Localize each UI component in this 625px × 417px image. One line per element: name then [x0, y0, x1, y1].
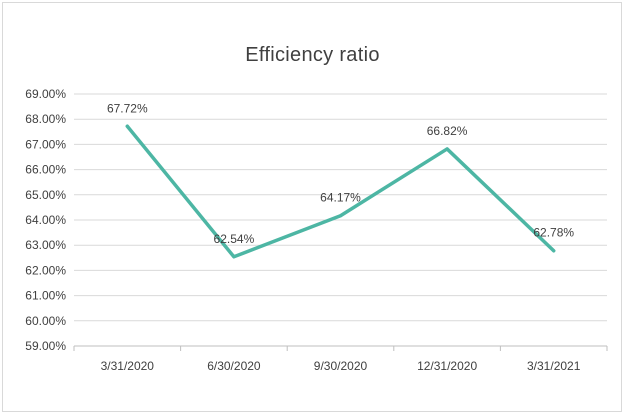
x-tick-label: 3/31/2021: [527, 359, 581, 373]
data-label: 62.78%: [533, 226, 574, 240]
y-axis: 59.00% 60.00% 61.00% 62.00% 63.00% 64.00% 65.0…: [25, 87, 66, 353]
y-tick-label: 62.00%: [25, 263, 66, 277]
data-point: [445, 147, 449, 151]
x-tick-label: 12/31/2020: [417, 359, 477, 373]
y-tick-label: 61.00%: [25, 289, 66, 303]
y-tick-label: 63.00%: [25, 238, 66, 252]
data-label: 67.72%: [107, 101, 148, 115]
y-tick-label: 66.00%: [25, 163, 66, 177]
y-tick-label: 64.00%: [25, 213, 66, 227]
data-labels: 67.72% 62.54% 64.17% 66.82% 62.78%: [107, 101, 574, 246]
y-tick-label: 59.00%: [25, 339, 66, 353]
y-tick-label: 60.00%: [25, 314, 66, 328]
y-tick-label: 68.00%: [25, 112, 66, 126]
series: [125, 124, 556, 259]
y-tick-label: 69.00%: [25, 87, 66, 101]
x-tick-label: 3/31/2020: [101, 359, 155, 373]
gridlines: [74, 93, 607, 322]
data-label: 64.17%: [320, 191, 361, 205]
data-point: [339, 214, 342, 218]
chart-frame: [2, 2, 622, 412]
y-tick-label: 65.00%: [25, 188, 66, 202]
x-axis: [73, 345, 608, 351]
data-point: [232, 255, 236, 259]
x-tick-label: 6/30/2020: [207, 359, 261, 373]
data-label: 66.82%: [427, 124, 468, 138]
data-point: [125, 124, 129, 128]
data-label: 62.54%: [214, 232, 255, 246]
y-tick-label: 67.00%: [25, 137, 66, 151]
data-point: [552, 249, 556, 253]
x-tick-label: 9/30/2020: [314, 359, 368, 373]
x-axis-ticks: 3/31/2020 6/30/2020 9/30/2020 12/31/2020 3/3…: [101, 359, 581, 373]
chart-title: Efficiency ratio: [245, 44, 380, 66]
